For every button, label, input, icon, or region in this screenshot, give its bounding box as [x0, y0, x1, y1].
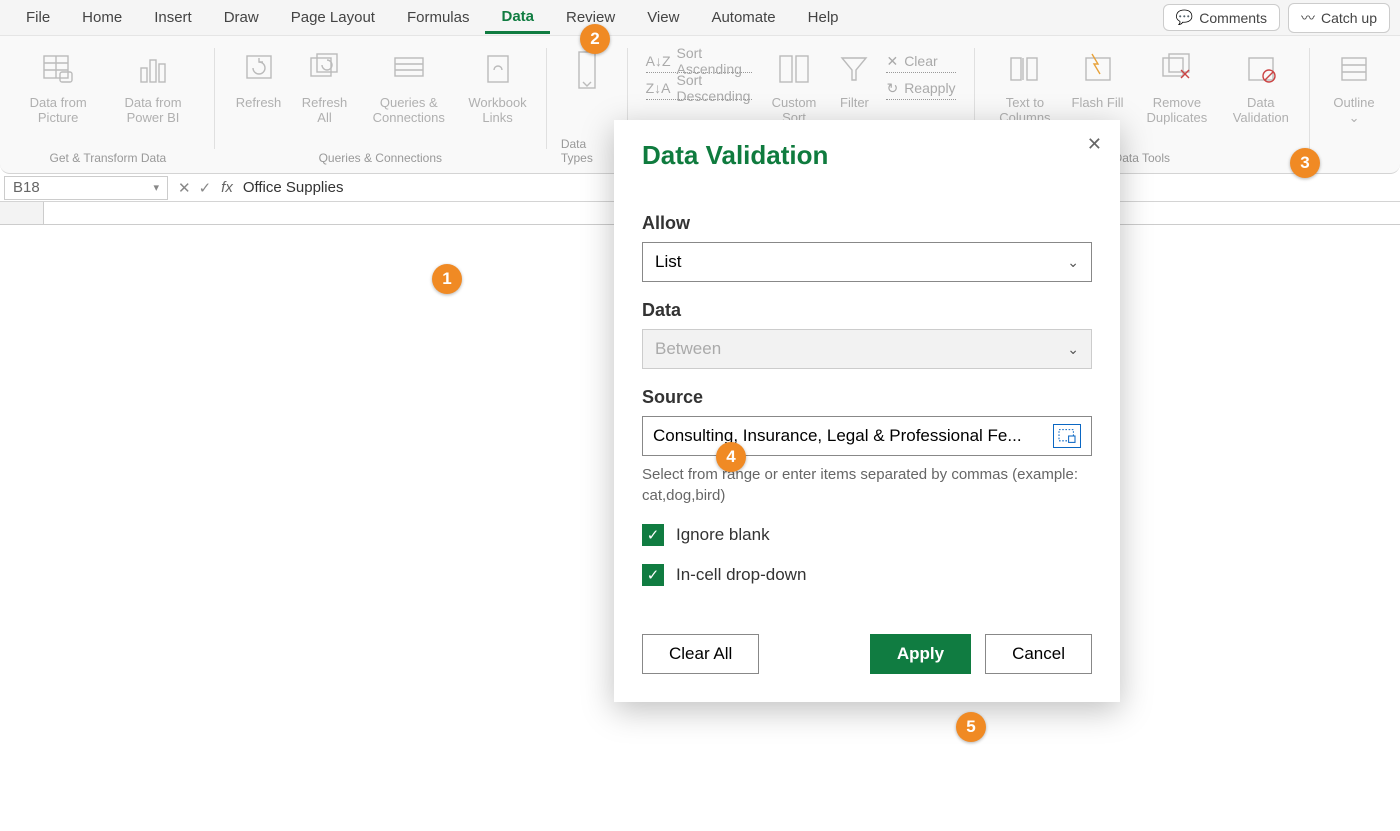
group-label: Data Types: [561, 137, 613, 165]
refresh-all-button[interactable]: Refresh All: [295, 44, 355, 130]
refresh-icon: [237, 48, 281, 92]
apply-button[interactable]: Apply: [870, 634, 971, 674]
activity-icon: 〰: [1301, 8, 1315, 28]
text-to-columns-icon: [1003, 48, 1047, 92]
annotation-1: 1: [432, 264, 462, 294]
flash-fill-icon: [1076, 48, 1120, 92]
menu-insert[interactable]: Insert: [138, 3, 208, 32]
filter-icon: [832, 48, 876, 92]
text-to-columns-button[interactable]: Text to Columns: [988, 44, 1061, 130]
custom-sort-icon: [772, 48, 816, 92]
flash-fill-button[interactable]: Flash Fill: [1068, 44, 1128, 115]
bar-chart-icon: [131, 48, 175, 92]
ignore-blank-checkbox[interactable]: ✓ Ignore blank: [642, 524, 1092, 546]
source-hint: Select from range or enter items separat…: [642, 464, 1092, 506]
comments-button[interactable]: 💬Comments: [1163, 4, 1280, 31]
menu-formulas[interactable]: Formulas: [391, 3, 486, 32]
chevron-down-icon: ⌄: [1067, 341, 1079, 358]
label: Remove Duplicates: [1138, 96, 1217, 126]
fx-icon[interactable]: fx: [221, 179, 233, 196]
data-validation-button[interactable]: Data Validation: [1226, 44, 1295, 130]
outline-button[interactable]: Outline⌄: [1324, 44, 1384, 130]
filter-button[interactable]: Filter: [832, 44, 876, 115]
allow-label: Allow: [642, 213, 1092, 234]
reapply-icon: ↻: [886, 80, 898, 97]
queries-icon: [387, 48, 431, 92]
data-select: Between ⌄: [642, 329, 1092, 369]
queries-connections-button[interactable]: Queries & Connections: [361, 44, 457, 130]
menu-home[interactable]: Home: [66, 3, 138, 32]
clear-all-button[interactable]: Clear All: [642, 634, 759, 674]
label: Flash Fill: [1072, 96, 1124, 111]
data-from-powerbi-button[interactable]: Data from Power BI: [106, 44, 200, 130]
sort-descending-button[interactable]: Z↓ASort Descending: [646, 77, 752, 100]
clear-button[interactable]: ✕Clear: [886, 50, 955, 73]
annotation-2: 2: [580, 24, 610, 54]
enter-formula-icon[interactable]: ✓: [199, 179, 212, 197]
menu-automate[interactable]: Automate: [695, 3, 791, 32]
cancel-button[interactable]: Cancel: [985, 634, 1092, 674]
catchup-button[interactable]: 〰Catch up: [1288, 3, 1390, 33]
menu-help[interactable]: Help: [792, 3, 855, 32]
menu-data[interactable]: Data: [485, 2, 550, 34]
sort-ascending-button[interactable]: A↓ZSort Ascending: [646, 50, 752, 73]
table-picture-icon: [36, 48, 80, 92]
label: Workbook Links: [467, 96, 528, 126]
link-icon: [476, 48, 520, 92]
workbook-links-button[interactable]: Workbook Links: [463, 44, 532, 130]
data-types-icon: [565, 48, 609, 92]
data-validation-dialog: ✕ Data Validation Allow List ⌄ Data Betw…: [614, 120, 1120, 702]
refresh-all-icon: [303, 48, 347, 92]
reapply-button[interactable]: ↻Reapply: [886, 77, 955, 100]
allow-select[interactable]: List ⌄: [642, 242, 1092, 282]
source-label: Source: [642, 387, 1092, 408]
data-label: Data: [642, 300, 1092, 321]
label: Data from Power BI: [110, 96, 196, 126]
label: Refresh All: [299, 96, 351, 126]
annotation-3: 3: [1290, 148, 1320, 178]
menu-file[interactable]: File: [10, 3, 66, 32]
label: Data from Picture: [20, 96, 96, 126]
menu-draw[interactable]: Draw: [208, 3, 275, 32]
custom-sort-button[interactable]: Custom Sort: [762, 44, 827, 130]
cancel-formula-icon[interactable]: ✕: [178, 179, 191, 197]
group-label: Queries & Connections: [319, 151, 442, 165]
in-cell-dropdown-checkbox[interactable]: ✓ In-cell drop-down: [642, 564, 1092, 586]
label: Filter: [840, 96, 869, 111]
chevron-down-icon: ⌄: [1067, 254, 1079, 271]
dialog-title: Data Validation: [642, 140, 1092, 171]
sort-asc-icon: A↓Z: [646, 53, 671, 69]
comment-icon: 💬: [1176, 9, 1193, 26]
remove-dup-icon: [1155, 48, 1199, 92]
outline-icon: [1332, 48, 1376, 92]
group-label: Get & Transform Data: [50, 151, 167, 165]
group-label: Data Tools: [1114, 151, 1170, 165]
clear-icon: ✕: [886, 53, 898, 70]
remove-duplicates-button[interactable]: Remove Duplicates: [1134, 44, 1221, 130]
annotation-5: 5: [956, 712, 986, 742]
source-input[interactable]: Consulting, Insurance, Legal & Professio…: [642, 416, 1092, 456]
sort-desc-icon: Z↓A: [646, 80, 671, 96]
checkbox-checked-icon: ✓: [642, 524, 664, 546]
annotation-4: 4: [716, 442, 746, 472]
label: Outline⌄: [1333, 96, 1374, 126]
data-validation-icon: [1239, 48, 1283, 92]
chevron-down-icon: ▾: [153, 181, 159, 194]
menu-view[interactable]: View: [631, 3, 695, 32]
name-box[interactable]: B18 ▾: [4, 176, 168, 200]
label: Queries & Connections: [365, 96, 453, 126]
close-button[interactable]: ✕: [1087, 134, 1102, 155]
refresh-button[interactable]: Refresh: [229, 44, 289, 115]
menu-page-layout[interactable]: Page Layout: [275, 3, 391, 32]
label: Refresh: [236, 96, 282, 111]
range-picker-icon[interactable]: [1053, 424, 1081, 448]
label: Data Validation: [1230, 96, 1291, 126]
formula-input[interactable]: Office Supplies: [243, 179, 344, 196]
data-from-picture-button[interactable]: Data from Picture: [16, 44, 100, 130]
menu-bar: FileHomeInsertDrawPage LayoutFormulasDat…: [0, 0, 1400, 36]
checkbox-checked-icon: ✓: [642, 564, 664, 586]
